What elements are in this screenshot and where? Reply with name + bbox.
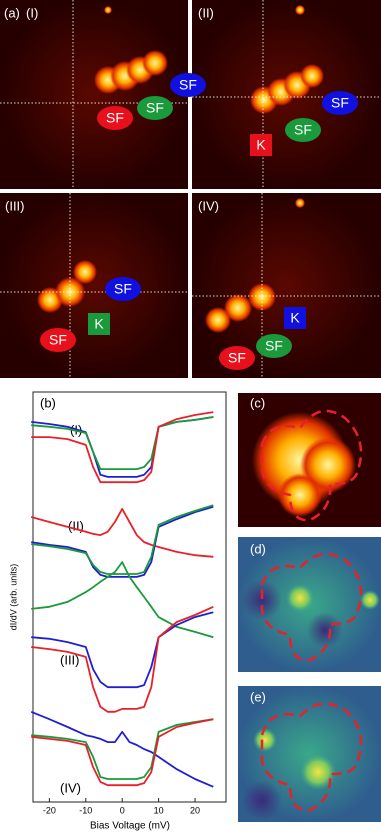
marker bbox=[97, 106, 133, 130]
molecules bbox=[37, 5, 324, 333]
series-line bbox=[30, 508, 214, 558]
marker-label: SF bbox=[265, 338, 283, 354]
x-axis-label: Bias Voltage (mV) bbox=[90, 821, 170, 832]
marker-label: SF bbox=[106, 110, 124, 126]
image-i bbox=[0, 0, 188, 189]
marker bbox=[137, 96, 173, 120]
marker-label: SF bbox=[49, 332, 67, 348]
marker bbox=[250, 134, 272, 156]
panel-label: (c) bbox=[250, 395, 265, 410]
series-line bbox=[31, 605, 214, 713]
series-line bbox=[30, 710, 214, 788]
x-tick-label: -10 bbox=[79, 805, 92, 815]
marker-label: K bbox=[256, 137, 266, 153]
group-label: (III) bbox=[60, 652, 80, 667]
series-line bbox=[31, 416, 214, 478]
y-axis-label: dI/dV (arb. units) bbox=[8, 564, 18, 631]
marker bbox=[284, 307, 306, 329]
panel-label: (e) bbox=[250, 689, 266, 704]
image-label: (III) bbox=[5, 198, 25, 213]
image-label: (I) bbox=[26, 5, 38, 20]
stm-images: (a) (I) (II) (III) (IV) SF SF SF SF SF K… bbox=[0, 0, 381, 378]
marker-label: SF bbox=[228, 350, 246, 366]
panel-label: (a) bbox=[4, 5, 20, 20]
series-line bbox=[31, 561, 214, 639]
marker bbox=[40, 328, 76, 352]
marker bbox=[322, 91, 358, 115]
marker-label: SF bbox=[294, 122, 312, 138]
marker bbox=[256, 334, 292, 358]
image-label: (IV) bbox=[198, 198, 219, 213]
marker bbox=[285, 118, 321, 142]
marker-label: SF bbox=[146, 100, 164, 116]
maps: (c) (d) (e) bbox=[238, 393, 381, 822]
marker-label: SF bbox=[114, 281, 132, 297]
marker bbox=[170, 73, 206, 97]
marker-label: K bbox=[290, 310, 300, 326]
x-tick-label: 0 bbox=[120, 805, 125, 815]
series-line bbox=[31, 505, 214, 578]
marker-label: SF bbox=[331, 95, 349, 111]
series-line bbox=[31, 718, 214, 787]
image-label: (II) bbox=[198, 5, 214, 20]
series-line bbox=[31, 504, 214, 575]
series-line bbox=[31, 411, 214, 484]
x-tick-label: 10 bbox=[154, 805, 164, 815]
marker bbox=[88, 313, 110, 335]
x-tick-label: -20 bbox=[43, 805, 56, 815]
marker bbox=[105, 277, 141, 301]
image-iii bbox=[0, 193, 188, 378]
panel-label: (d) bbox=[250, 541, 266, 556]
marker-label: SF bbox=[179, 77, 197, 93]
series-line bbox=[31, 718, 214, 780]
panel-label: (b) bbox=[40, 395, 56, 410]
plot-frame bbox=[32, 391, 227, 803]
x-tick-label: 20 bbox=[190, 805, 200, 815]
marker bbox=[219, 346, 255, 370]
marker-label: K bbox=[94, 316, 104, 332]
group-label: (IV) bbox=[60, 780, 81, 795]
